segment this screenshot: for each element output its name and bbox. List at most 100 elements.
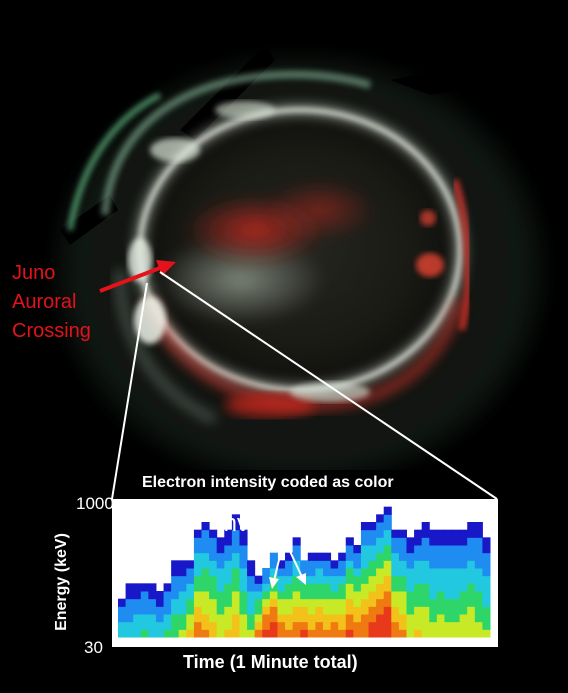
spectrogram-cell xyxy=(482,614,491,623)
spectrogram-cell xyxy=(421,568,430,577)
spectrogram-cell xyxy=(285,614,294,623)
spectrogram-cell xyxy=(277,629,286,638)
spectrogram-cell xyxy=(436,560,445,569)
spectrogram-cell xyxy=(414,606,423,615)
jupiter-aurora-image xyxy=(60,60,540,470)
spectrogram-cell xyxy=(171,560,180,569)
spectrogram-cell xyxy=(201,583,210,592)
spectrogram-cell xyxy=(467,621,476,630)
spectrogram-cell xyxy=(193,575,203,584)
spectrogram-cell xyxy=(171,614,180,623)
spectrogram-cell xyxy=(474,552,483,561)
spectrogram-cell xyxy=(391,568,400,577)
spectrogram-cell xyxy=(231,606,240,615)
spectrogram-cell xyxy=(368,614,377,623)
spectrogram-cell xyxy=(360,598,370,607)
spectrogram-cell xyxy=(368,545,377,554)
spectrogram-cell xyxy=(209,629,218,638)
spectrogram-cell xyxy=(322,591,332,600)
spectrogram-cell xyxy=(163,621,172,630)
spectrogram-cell xyxy=(338,591,347,600)
spectrogram-cell xyxy=(444,629,453,638)
spectrogram-cell xyxy=(414,552,423,561)
spectrogram-cell xyxy=(459,621,468,630)
spectrogram-cell xyxy=(262,583,271,592)
spectrogram-cell xyxy=(133,629,142,638)
spectrogram-cell xyxy=(459,606,468,615)
spectrogram-cell xyxy=(414,583,423,592)
spectrogram-cell xyxy=(224,552,233,561)
spectrogram-cell xyxy=(171,598,180,607)
spectrogram-cell xyxy=(178,583,187,592)
spectrogram-cell xyxy=(163,583,172,592)
spectrogram-cell xyxy=(231,545,240,554)
spectrogram-cell xyxy=(444,552,453,561)
spectrogram-cell xyxy=(193,560,203,569)
spectrogram-cell xyxy=(193,591,203,600)
spectrogram-cell xyxy=(254,575,263,584)
spectrogram-cell xyxy=(376,575,385,584)
spectrogram-cell xyxy=(368,591,377,600)
spectrogram-cell xyxy=(224,560,233,569)
spectrogram-cell xyxy=(186,629,195,638)
spectrogram-cell xyxy=(269,621,278,630)
spectrogram-cell xyxy=(269,568,278,577)
spectrogram-cell xyxy=(125,598,134,607)
y-tick-label: 30 xyxy=(84,638,103,657)
spectrogram-cell xyxy=(125,583,134,592)
spectrogram-cell xyxy=(322,568,332,577)
spectrogram-cell xyxy=(345,614,354,623)
spectrogram-cell xyxy=(201,552,210,561)
spectrogram-cell xyxy=(406,568,415,577)
spectrogram-cell xyxy=(452,606,461,615)
spectrogram-cell xyxy=(186,606,195,615)
spectrogram-cell xyxy=(474,629,483,638)
spectrogram-cell xyxy=(444,568,453,577)
spectrogram-cell xyxy=(452,575,461,584)
spectrogram-cell xyxy=(315,568,324,577)
spectrogram-cell xyxy=(209,552,218,561)
spectrogram-cell xyxy=(406,629,415,638)
spectrogram-cell xyxy=(193,606,203,615)
spectrogram-cell xyxy=(383,568,392,577)
spectrogram-cell xyxy=(171,621,180,630)
spectrogram-cell xyxy=(254,629,263,638)
spectrogram-cell xyxy=(338,575,347,584)
spectrogram-cell xyxy=(133,606,142,615)
spectrogram-cell xyxy=(315,606,324,615)
spectrogram-cell xyxy=(285,621,294,630)
spectrogram-cell xyxy=(285,598,294,607)
spectrogram-cell xyxy=(171,606,180,615)
spectrogram-cell xyxy=(353,614,362,623)
spectrogram-cell xyxy=(277,621,286,630)
spectrogram-cell xyxy=(345,537,354,546)
spectrogram-cell xyxy=(406,583,415,592)
spectrogram-cell xyxy=(398,614,407,623)
spectrogram-cell xyxy=(155,591,165,600)
spectrogram-cell xyxy=(277,591,286,600)
spectrogram-cell xyxy=(239,598,248,607)
spectrogram-cell xyxy=(398,591,407,600)
spectrogram-cell xyxy=(140,621,149,630)
spectrogram-cell xyxy=(436,598,445,607)
bright-patch xyxy=(150,138,200,162)
interior-emission xyxy=(416,253,444,277)
spectrogram-cell xyxy=(406,614,415,623)
spectrogram-cell xyxy=(474,621,483,630)
spectrogram-cell xyxy=(383,522,392,531)
spectrogram-cell xyxy=(231,514,240,523)
spectrogram-cell xyxy=(421,614,430,623)
spectrogram-cell xyxy=(322,598,332,607)
spectrogram-cell xyxy=(345,629,354,638)
spectrogram-cell xyxy=(315,552,324,561)
spectrogram-cell xyxy=(452,621,461,630)
spectrogram-cell xyxy=(216,583,225,592)
spectrogram-cell xyxy=(224,598,233,607)
spectrogram-cell xyxy=(383,591,392,600)
spectrogram-cell xyxy=(193,545,203,554)
spectrogram-cell xyxy=(163,614,172,623)
spectrogram-cell xyxy=(398,560,407,569)
spectrogram-cell xyxy=(231,621,240,630)
spectrogram-cell xyxy=(125,621,134,630)
spectrogram-cell xyxy=(307,606,316,615)
